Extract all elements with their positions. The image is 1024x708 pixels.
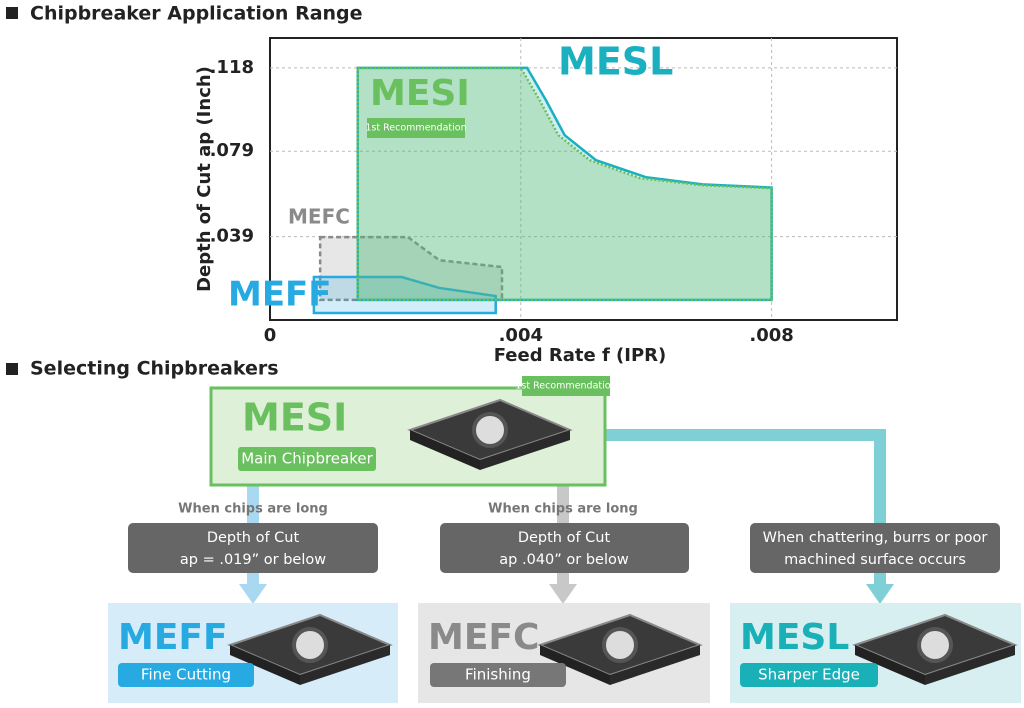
annotation: 1st Recommendation bbox=[365, 123, 466, 134]
condition-text: machined surface occurs bbox=[784, 552, 966, 568]
arrowhead bbox=[549, 584, 577, 604]
condition-label: When chips are long bbox=[178, 502, 328, 517]
y-tick-label: .039 bbox=[210, 226, 254, 247]
y-tick-label: .118 bbox=[210, 57, 254, 78]
annotation-box bbox=[367, 118, 465, 138]
result-name: MEFC bbox=[428, 617, 539, 658]
result-tag: Finishing bbox=[465, 666, 531, 684]
condition-box bbox=[128, 523, 378, 573]
condition-label: When chips are long bbox=[488, 502, 638, 517]
region bbox=[312, 275, 497, 315]
condition-box bbox=[750, 523, 1000, 573]
badge-text: 1st Recommendation bbox=[515, 381, 616, 392]
y-tick-label: .079 bbox=[210, 140, 254, 161]
condition-text: ap = .019” or below bbox=[180, 552, 326, 568]
diagram: MESI Main Chipbreaker 1st Recommendation… bbox=[108, 376, 1021, 703]
tag bbox=[238, 447, 376, 471]
region bbox=[318, 235, 504, 302]
condition-text: Depth of Cut bbox=[207, 530, 300, 546]
section-title: Chipbreaker Application Range bbox=[30, 3, 363, 25]
result-tag: Fine Cutting bbox=[141, 666, 231, 684]
region-label: MESL bbox=[558, 40, 673, 84]
tag bbox=[430, 663, 566, 687]
region-label: MEFF bbox=[228, 275, 332, 315]
arrowhead bbox=[239, 584, 267, 604]
condition-text: Depth of Cut bbox=[518, 530, 611, 546]
section-title: Selecting Chipbreakers bbox=[30, 358, 279, 380]
condition-text: When chattering, burrs or poor bbox=[763, 530, 988, 546]
x-axis-label: Feed Rate f (IPR) bbox=[494, 345, 667, 366]
y-axis-label: Depth of Cut ap (Inch) bbox=[194, 66, 215, 292]
main-name: MESI bbox=[242, 396, 347, 440]
region-label: MEFC bbox=[288, 205, 350, 229]
chart: Feed Rate f (IPR) Depth of Cut ap (Inch)… bbox=[194, 37, 898, 366]
bullet bbox=[6, 363, 18, 375]
tag bbox=[118, 663, 254, 687]
result-tag: Sharper Edge bbox=[758, 666, 860, 684]
arrowhead bbox=[866, 584, 894, 604]
result-name: MESL bbox=[740, 617, 849, 658]
x-tick-label: .008 bbox=[749, 325, 793, 346]
condition-box bbox=[440, 523, 689, 573]
x-tick-label: 0 bbox=[264, 325, 277, 346]
condition-text: ap .040” or below bbox=[499, 552, 629, 568]
main-tag: Main Chipbreaker bbox=[241, 450, 373, 468]
x-tick-label: .004 bbox=[499, 325, 543, 346]
tag bbox=[740, 663, 878, 687]
badge bbox=[522, 376, 610, 396]
region-label: MESI bbox=[370, 73, 470, 114]
result-name: MEFF bbox=[118, 617, 228, 658]
bullet bbox=[6, 7, 18, 19]
plot-frame bbox=[269, 37, 898, 321]
